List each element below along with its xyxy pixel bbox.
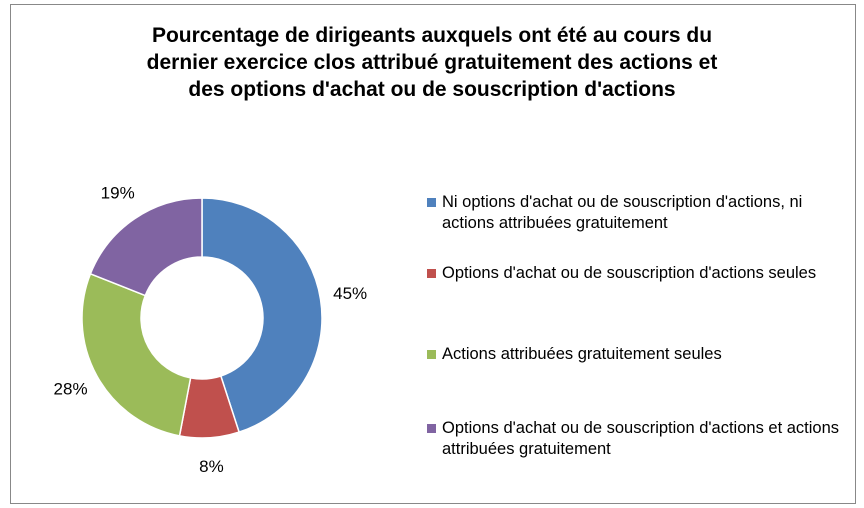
legend-entry: Options d'achat ou de souscription d'act… (427, 263, 847, 284)
data-label: 28% (54, 380, 88, 399)
legend-swatch (427, 198, 436, 207)
legend-label: Options d'achat ou de souscription d'act… (442, 264, 817, 282)
legend-swatch (427, 350, 436, 359)
legend-entry: Options d'achat ou de souscription d'act… (427, 418, 847, 460)
chart-frame (10, 4, 856, 504)
data-label: 8% (199, 457, 224, 476)
legend-label: Actions attribuées gratuitement seules (442, 345, 722, 363)
legend-label: Ni options d'achat ou de souscription d'… (442, 193, 803, 232)
chart-title: Pourcentage de dirigeants auxquels ont é… (146, 24, 718, 101)
data-label: 19% (101, 183, 135, 202)
slice (201, 197, 323, 434)
legend-entry: Ni options d'achat ou de souscription d'… (427, 192, 847, 234)
legend-entry: Actions attribuées gratuitement seules (427, 344, 847, 365)
slice (89, 197, 203, 297)
legend-swatch (427, 424, 436, 433)
legend-label: Options d'achat ou de souscription d'act… (442, 419, 840, 458)
slice (81, 272, 192, 437)
data-label: 45% (333, 284, 367, 303)
legend-swatch (427, 269, 436, 278)
